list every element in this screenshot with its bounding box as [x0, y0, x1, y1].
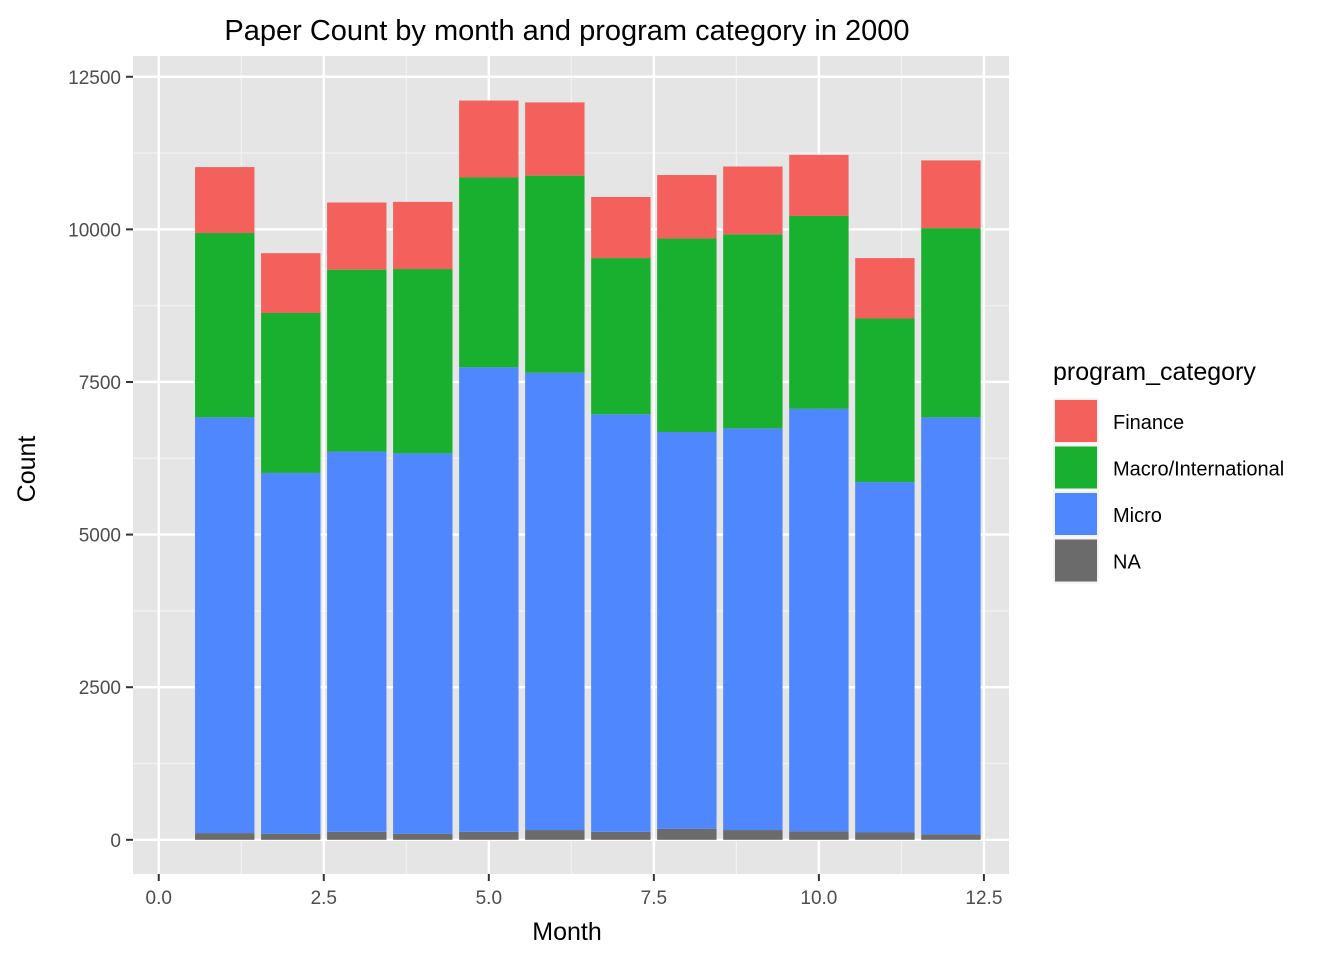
y-tick-label: 12500 [68, 68, 121, 89]
bar-macro-international-month-5 [459, 177, 519, 368]
bar-na-month-12 [921, 834, 981, 840]
bar-macro-international-month-7 [591, 258, 651, 415]
bar-micro-month-9 [723, 428, 783, 831]
bar-na-month-4 [393, 833, 453, 840]
x-tick-label: 5.0 [476, 888, 502, 909]
bar-na-month-6 [525, 830, 585, 840]
x-tick-label: 2.5 [311, 888, 337, 909]
bar-macro-international-month-12 [921, 228, 981, 418]
bar-macro-international-month-2 [261, 312, 321, 473]
bar-na-month-2 [261, 833, 321, 840]
bar-finance-month-12 [921, 160, 981, 229]
legend-label-na: NA [1113, 552, 1141, 574]
bar-micro-month-3 [327, 451, 387, 832]
bar-na-month-10 [789, 831, 849, 840]
y-tick-label: 5000 [79, 526, 121, 547]
legend-swatch-macro-international [1055, 446, 1097, 489]
y-axis-label: Count [13, 436, 41, 503]
bar-macro-international-month-11 [855, 318, 915, 483]
bar-micro-month-8 [657, 432, 717, 829]
bar-finance-month-6 [525, 102, 585, 176]
bar-finance-month-8 [657, 175, 717, 239]
bar-micro-month-11 [855, 482, 915, 833]
bar-na-month-5 [459, 831, 519, 840]
y-tick-label: 2500 [79, 678, 121, 699]
legend-label-micro: Micro [1113, 505, 1162, 527]
bar-micro-month-10 [789, 408, 849, 832]
bar-micro-month-2 [261, 472, 321, 834]
y-tick-label: 7500 [79, 373, 121, 394]
bar-macro-international-month-6 [525, 175, 585, 373]
bar-na-month-7 [591, 831, 651, 840]
bar-micro-month-4 [393, 453, 453, 834]
bar-finance-month-2 [261, 253, 321, 313]
bars [195, 100, 981, 840]
bar-finance-month-10 [789, 154, 849, 216]
bar-macro-international-month-3 [327, 269, 387, 452]
y-tick-label: 10000 [68, 220, 121, 241]
legend-title: program_category [1053, 358, 1256, 386]
bar-macro-international-month-9 [723, 234, 783, 429]
bar-finance-month-7 [591, 197, 651, 259]
bar-macro-international-month-8 [657, 238, 717, 433]
x-axis-label: Month [532, 918, 601, 946]
bar-na-month-1 [195, 833, 255, 840]
bar-micro-month-1 [195, 417, 255, 834]
x-tick-label: 0.0 [146, 888, 172, 909]
legend-swatch-finance [1055, 400, 1097, 442]
bar-finance-month-3 [327, 202, 387, 270]
x-tick-label: 10.0 [800, 888, 837, 909]
bar-finance-month-1 [195, 167, 255, 234]
bar-macro-international-month-4 [393, 269, 453, 454]
bar-micro-month-5 [459, 367, 519, 832]
bar-micro-month-6 [525, 372, 585, 831]
chart-title: Paper Count by month and program categor… [224, 15, 909, 47]
x-tick-label: 7.5 [641, 888, 667, 909]
axes: 0 2500 5000 7500 10000 12500 0.0 2.5 5.0 7.5 10.0 1… [68, 68, 1002, 909]
bar-finance-month-4 [393, 201, 453, 270]
legend-swatch-micro [1055, 493, 1097, 535]
bar-macro-international-month-1 [195, 233, 255, 418]
legend-label-finance: Finance [1113, 412, 1184, 434]
y-tick-label: 0 [110, 831, 121, 852]
x-tick-label: 12.5 [965, 888, 1002, 909]
bar-micro-month-7 [591, 414, 651, 832]
bar-na-month-11 [855, 832, 915, 840]
bar-macro-international-month-10 [789, 215, 849, 409]
legend-swatch-na [1055, 539, 1097, 582]
legend-label-macro-international: Macro/International [1113, 459, 1284, 481]
bar-finance-month-9 [723, 166, 783, 235]
bar-micro-month-12 [921, 417, 981, 835]
bar-finance-month-5 [459, 100, 519, 178]
bar-na-month-3 [327, 831, 387, 840]
legend: program_category Finance Macro/Internatio… [1053, 358, 1284, 584]
bar-na-month-8 [657, 828, 717, 840]
bar-na-month-9 [723, 830, 783, 840]
bar-finance-month-11 [855, 258, 915, 319]
